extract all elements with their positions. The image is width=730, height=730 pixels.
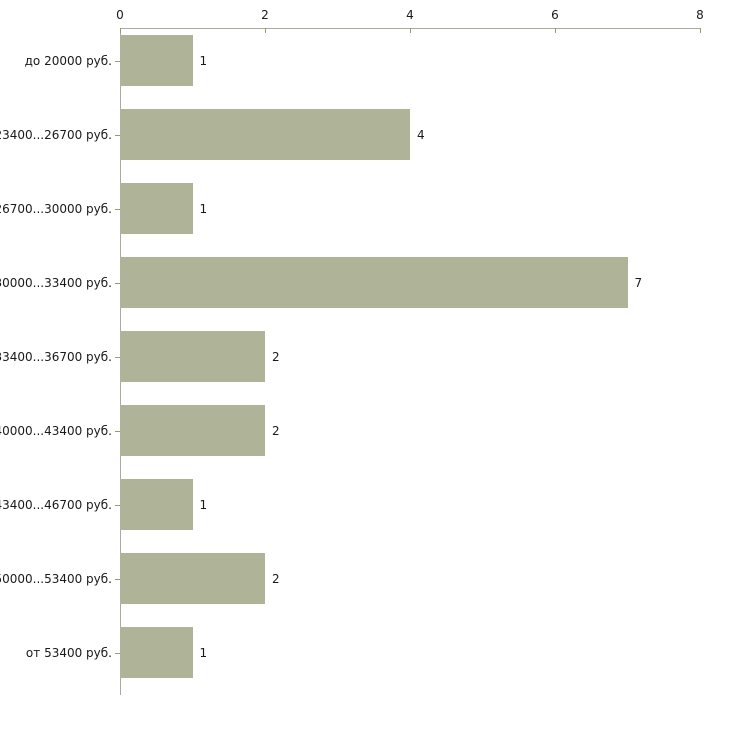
y-axis-tick	[115, 61, 120, 62]
category-label: 50000...53400 руб.	[0, 571, 112, 586]
bar-value-label: 7	[634, 275, 643, 290]
category-label: 40000...43400 руб.	[0, 423, 112, 438]
y-axis-tick	[115, 431, 120, 432]
x-axis-tick	[700, 28, 701, 33]
y-axis-tick	[115, 283, 120, 284]
category-label: 43400...46700 руб.	[0, 497, 112, 512]
x-axis-tick	[410, 28, 411, 33]
y-axis-tick	[115, 209, 120, 210]
bar-value-label: 2	[272, 571, 280, 586]
bar-value-label: 2	[272, 349, 280, 364]
category-label: 23400...26700 руб.	[0, 127, 112, 142]
bar-value-label: 1	[199, 497, 208, 512]
x-axis-tick	[120, 28, 121, 33]
x-axis-tick	[555, 28, 556, 33]
x-axis-tick-label: 6	[551, 8, 559, 22]
x-axis-tick-label: 4	[406, 8, 414, 22]
y-axis-tick	[115, 579, 120, 580]
bar[interactable]	[120, 405, 265, 456]
bar[interactable]	[120, 183, 193, 234]
x-axis-tick-label: 0	[116, 8, 124, 22]
bar[interactable]	[120, 479, 193, 530]
y-axis-tick	[115, 505, 120, 506]
bar-value-label: 1	[199, 645, 208, 660]
y-axis-tick	[115, 135, 120, 136]
category-label: до 20000 руб.	[24, 53, 112, 68]
bar-value-label: 1	[199, 201, 208, 216]
y-axis-tick	[115, 357, 120, 358]
category-label: от 53400 руб.	[25, 645, 112, 660]
bar[interactable]	[120, 35, 193, 86]
bar[interactable]	[120, 553, 265, 604]
bar[interactable]	[120, 627, 193, 678]
category-label: 26700...30000 руб.	[0, 201, 112, 216]
bar[interactable]	[120, 331, 265, 382]
bar[interactable]	[120, 109, 410, 160]
bar[interactable]	[120, 257, 628, 308]
bar-value-label: 2	[272, 423, 280, 438]
category-label: 30000...33400 руб.	[0, 275, 112, 290]
bar-value-label: 1	[199, 53, 208, 68]
category-label: 33400...36700 руб.	[0, 349, 112, 364]
y-axis-tick	[115, 653, 120, 654]
x-axis-tick-label: 8	[696, 8, 704, 22]
x-axis-tick	[265, 28, 266, 33]
bar-value-label: 4	[417, 127, 425, 142]
x-axis-tick-label: 2	[261, 8, 269, 22]
